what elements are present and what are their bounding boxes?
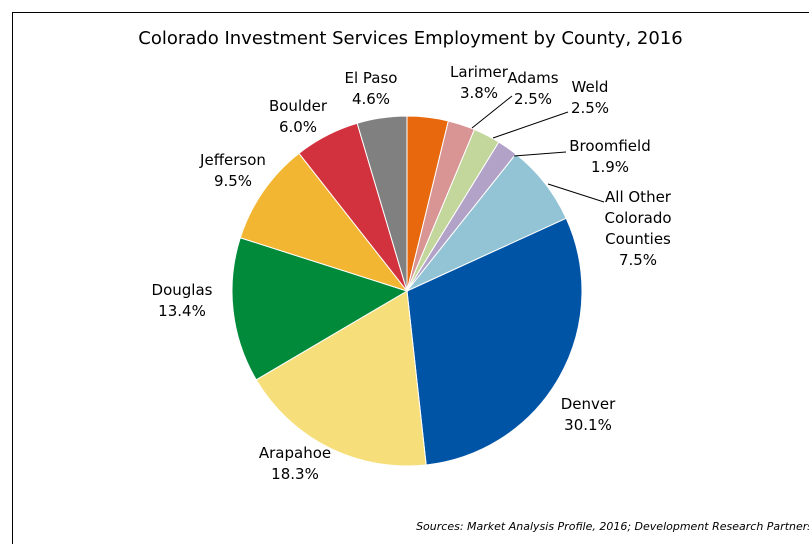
value-label: 4.6%: [351, 90, 391, 108]
category-name: All Other Colorado Counties: [604, 188, 672, 248]
slice-label: All Other Colorado Counties 7.5%: [598, 187, 678, 271]
frame: [12, 12, 809, 544]
value-label: 30.1%: [564, 416, 612, 434]
category-name: El Paso: [344, 69, 398, 87]
category-name: Denver: [560, 395, 616, 413]
slice-label: Arapahoe 18.3%: [259, 443, 331, 485]
slice-label: Adams 2.5%: [507, 68, 558, 110]
chart-title: Colorado Investment Services Employment …: [138, 28, 683, 49]
value-label: 6.0%: [278, 118, 318, 136]
category-name: Douglas: [151, 281, 213, 299]
category-name: Broomfield: [569, 137, 651, 155]
value-label: 1.9%: [590, 158, 630, 176]
pie-slice: [255, 290, 427, 467]
pie-slice: [239, 152, 409, 292]
category-name: Jefferson: [200, 151, 266, 169]
slice-label: Jefferson 9.5%: [200, 150, 266, 192]
slice-label: El Paso 4.6%: [345, 68, 398, 110]
slice-label: Douglas 13.4%: [152, 280, 213, 322]
source-note: Sources: Market Analysis Profile, 2016; …: [416, 520, 809, 533]
slice-label: Denver 30.1%: [561, 394, 616, 436]
category-name: Weld: [571, 78, 609, 96]
slice-label: Weld 2.5%: [571, 77, 609, 119]
slice-label: Larimer 3.8%: [450, 62, 508, 104]
value-label: 9.5%: [213, 172, 253, 190]
value-label: 13.4%: [158, 302, 206, 320]
value-label: 18.3%: [271, 465, 319, 483]
value-label: 3.8%: [459, 84, 499, 102]
value-label: 2.5%: [570, 99, 610, 117]
value-label: 2.5%: [513, 90, 553, 108]
value-label: 7.5%: [618, 251, 658, 269]
pie-slice: [231, 237, 409, 381]
category-name: Arapahoe: [258, 444, 332, 462]
leader-line: [513, 151, 567, 157]
leader-line: [547, 183, 605, 203]
slice-label: Boulder 6.0%: [269, 96, 327, 138]
leader-line: [492, 111, 569, 139]
category-name: Larimer: [450, 63, 508, 81]
pie-slice: [356, 115, 408, 292]
category-name: Boulder: [268, 97, 328, 115]
pie-slice: [406, 217, 583, 466]
category-name: Adams: [507, 69, 559, 87]
leader-line: [471, 95, 513, 129]
slice-label: Broomfield 1.9%: [569, 136, 650, 178]
